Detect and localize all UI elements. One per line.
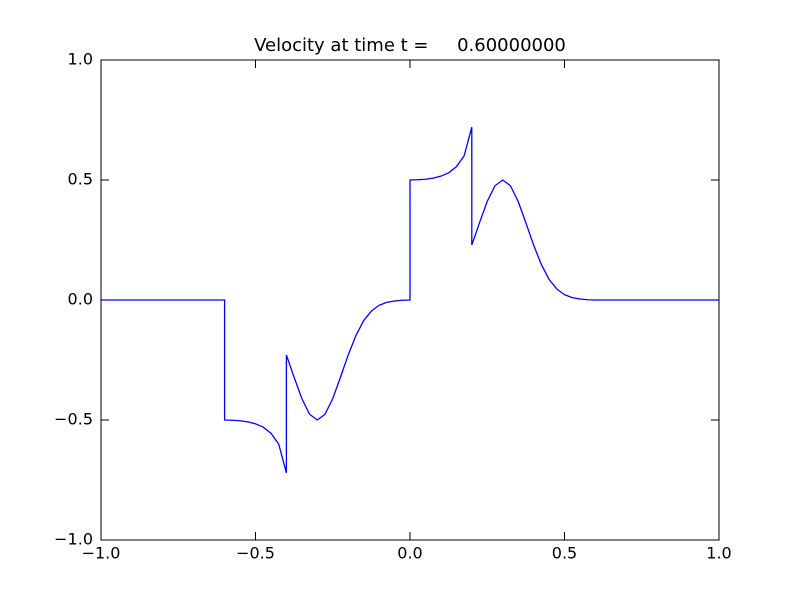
y-tick-label: −0.5 [54, 410, 93, 429]
y-tick-label: 0.5 [68, 170, 93, 189]
x-tick-label: 0.5 [552, 544, 577, 563]
plot-frame [100, 59, 720, 541]
y-tick-label: −1.0 [54, 530, 93, 549]
x-tick-label: −0.5 [236, 544, 275, 563]
chart-title: Velocity at time t = 0.60000000 [254, 35, 566, 56]
x-tick-label: 0.0 [397, 544, 422, 563]
y-tick-label: 1.0 [68, 50, 93, 69]
x-tick-label: 1.0 [706, 544, 731, 563]
series-line [101, 127, 719, 473]
y-tick-label: 0.0 [68, 290, 93, 309]
x-tick-label: −1.0 [82, 544, 121, 563]
